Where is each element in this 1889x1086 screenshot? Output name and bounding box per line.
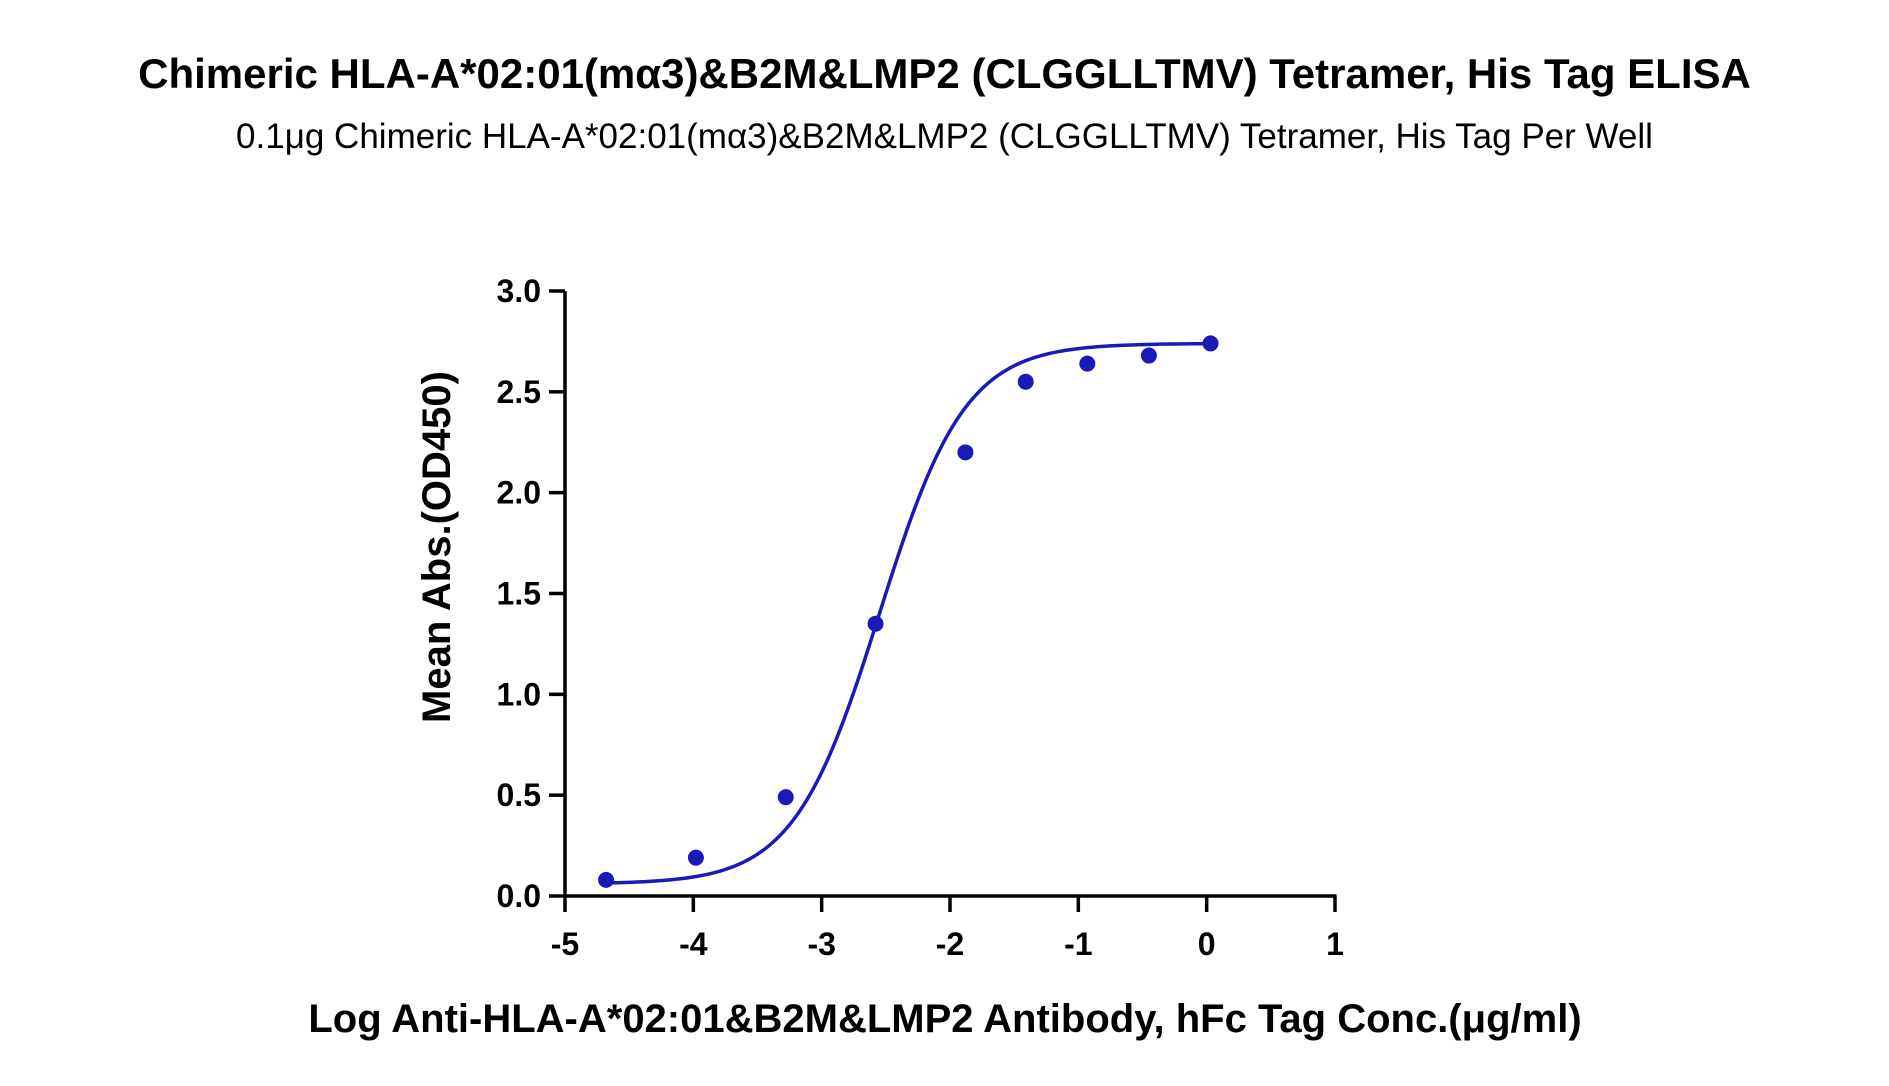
y-tick-label: 1.0: [497, 676, 541, 712]
data-point: [867, 615, 884, 632]
y-tick-label: 3.0: [497, 273, 541, 309]
y-tick-label: 0.5: [497, 777, 541, 813]
data-point: [1140, 347, 1157, 364]
fit-curve: [606, 341, 1211, 885]
x-axis-label: Log Anti-HLA-A*02:01&B2M&LMP2 Antibody, …: [308, 997, 1581, 1041]
data-point: [598, 871, 615, 888]
data-point: [687, 849, 704, 866]
data-point: [1202, 335, 1219, 352]
data-point: [1079, 355, 1096, 372]
y-tick-label: 0.0: [497, 878, 541, 914]
data-point: [777, 789, 794, 806]
x-tick-label: -3: [807, 926, 835, 962]
data-point: [1017, 373, 1034, 390]
y-tick-label: 1.5: [497, 576, 541, 612]
tick-labels: 0.0 0.5 1.0 1.5 2.0 2.5 3.0 -5 -4 -3 -2 -1 0 1: [497, 273, 1344, 962]
axes: [563, 291, 1337, 898]
x-tick-label: 1: [1326, 926, 1344, 962]
data-points: [598, 335, 1219, 888]
y-tick-label: 2.0: [497, 475, 541, 511]
chart-subtitle: 0.1μg Chimeric HLA-A*02:01(mα3)&B2M&LMP2…: [236, 117, 1653, 156]
tick-marks: [549, 289, 1337, 912]
x-tick-label: -1: [1064, 926, 1092, 962]
y-axis-label: Mean Abs.(OD450): [415, 371, 459, 723]
x-tick-label: -2: [936, 926, 964, 962]
chart-title: Chimeric HLA-A*02:01(mα3)&B2M&LMP2 (CLGG…: [138, 50, 1751, 97]
x-tick-label: 0: [1198, 926, 1216, 962]
x-tick-label: -4: [679, 926, 708, 962]
x-tick-label: -5: [551, 926, 579, 962]
y-tick-label: 2.5: [497, 374, 541, 410]
data-point: [957, 444, 974, 461]
